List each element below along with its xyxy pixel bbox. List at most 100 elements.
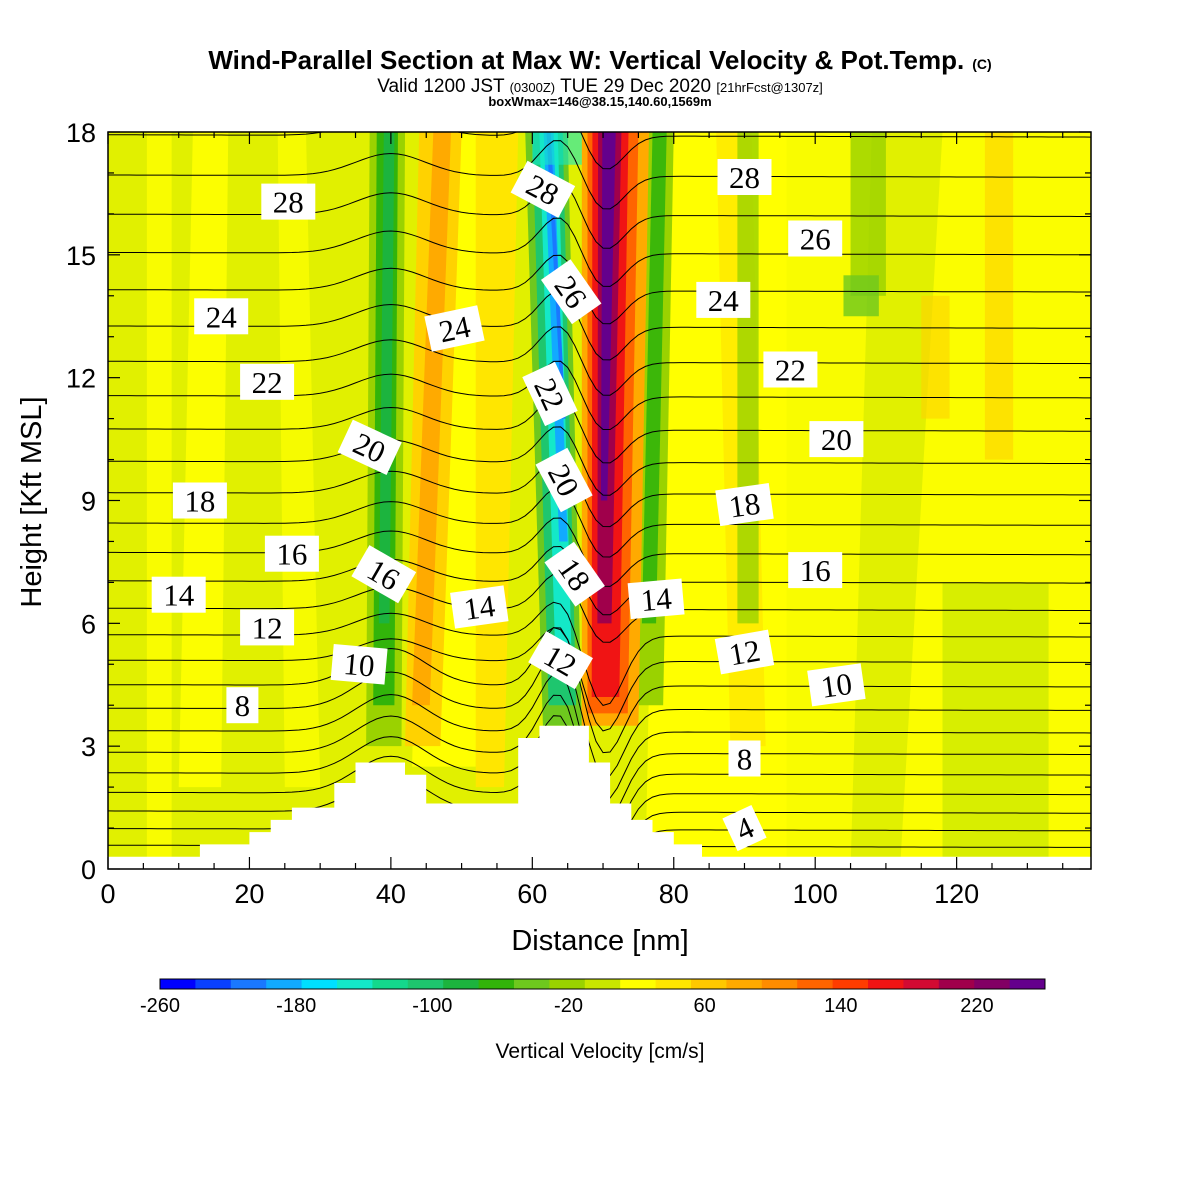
x-axis: 0 20 40 60 80 100 120	[100, 132, 1064, 909]
contour-label-box	[807, 663, 866, 707]
contour-label-box	[728, 740, 761, 777]
contour-label-box	[528, 631, 593, 690]
theta-contour-line	[108, 545, 1091, 616]
contour-label-box	[627, 578, 685, 620]
theta-contour-line	[108, 627, 1091, 732]
velocity-band	[942, 582, 1049, 869]
contour-label-box	[151, 576, 206, 613]
contour-label: 26	[788, 220, 843, 257]
y-axis-label: Height [Kft MSL]	[16, 396, 48, 607]
contour-label-text: 14	[163, 578, 195, 613]
velocity-band	[532, 132, 582, 165]
contour-label-box	[264, 535, 319, 572]
colorbar-swatch	[868, 979, 904, 989]
contour-label-box	[351, 545, 417, 604]
colorbar-swatch	[266, 979, 302, 989]
y-axis: 0 3 6 9 12 15 18	[66, 118, 1091, 885]
contour-label-text: 16	[800, 553, 831, 588]
colorbar-swatch	[620, 979, 656, 989]
contour-label: 16	[264, 535, 319, 572]
contour-label-box	[544, 541, 605, 607]
subtitle-box: boxWmax=146@38.15,140.60,1569m	[488, 94, 711, 109]
contour-label-text: 28	[729, 160, 760, 195]
colorbar-swatch	[761, 979, 798, 989]
contour-label-box	[172, 482, 227, 519]
colorbar-tick-label: -180	[276, 995, 316, 1017]
contour-label: 12	[240, 609, 295, 646]
colorbar-swatch	[974, 979, 1010, 989]
contour-label-text: 12	[726, 633, 763, 673]
contour-label: 14	[450, 585, 509, 629]
x-tick-label: 100	[793, 879, 838, 909]
contour-label: 28	[717, 159, 772, 195]
theta-contour-line	[108, 394, 1091, 464]
contour-label: 24	[424, 305, 485, 352]
contour-label: 4	[722, 805, 767, 852]
colorbar-label: Vertical Velocity [cm/s]	[496, 1040, 705, 1063]
contour-label: 22	[240, 363, 295, 400]
colorbar-swatch	[691, 979, 727, 989]
theta-contour-line	[108, 326, 1091, 396]
contour-label-box	[226, 687, 259, 724]
x-tick-label: 80	[659, 879, 689, 909]
theta-contour-line	[108, 488, 1091, 558]
velocity-band	[146, 132, 172, 869]
theta-contour-line	[108, 627, 1091, 754]
colorbar-swatch	[160, 979, 196, 989]
colorbar-swatch	[230, 979, 267, 989]
y-tick-label: 18	[66, 118, 96, 148]
colorbar-swatch	[195, 979, 232, 989]
velocity-band	[178, 132, 229, 788]
velocity-band	[378, 132, 395, 624]
contour-label-box	[809, 421, 864, 458]
velocity-band	[921, 295, 950, 419]
subtitle-utc: (0300Z)	[510, 80, 556, 95]
contour-label-box	[450, 585, 509, 629]
colorbar-swatch	[372, 979, 409, 989]
contour-label-text: 18	[727, 486, 763, 525]
subtitle-date: TUE 29 Dec 2020	[560, 76, 711, 97]
velocity-band	[543, 132, 568, 542]
contour-label: 10	[330, 644, 388, 685]
contour-label-box	[330, 644, 388, 685]
colorbar-swatch	[478, 979, 515, 989]
contour-label-text: 14	[462, 588, 498, 627]
contour-label-box	[535, 447, 593, 513]
y-tick-label: 9	[81, 487, 96, 517]
colorbar-tick-label: 140	[824, 995, 857, 1017]
theta-contour-line	[108, 140, 1091, 210]
contour-label-text: 28	[273, 185, 304, 220]
colorbar-tick-label: -20	[554, 995, 583, 1017]
colorbar-tick-label: 60	[693, 995, 715, 1017]
colorbar-swatch	[443, 979, 479, 989]
theta-contour-line	[108, 573, 1091, 643]
colorbar-swatch	[514, 979, 550, 989]
contour-label: 18	[172, 482, 227, 519]
colorbar: -260 -180 -100 -20 60 140 220	[140, 978, 1046, 1017]
y-tick-label: 15	[66, 241, 96, 271]
x-tick-label: 0	[100, 879, 115, 909]
contour-label-box	[510, 160, 576, 218]
contour-label-box	[696, 281, 751, 318]
contour-label: 12	[714, 629, 775, 675]
theta-contour-line	[108, 254, 1091, 325]
y-tick-label: 0	[81, 855, 96, 885]
x-tick-label: 20	[234, 879, 264, 909]
y-tick-label: 12	[66, 364, 96, 394]
contour-label-box	[240, 363, 295, 400]
contour-label-text: 26	[800, 222, 831, 257]
x-tick-label: 60	[517, 879, 547, 909]
contour-label: 18	[715, 483, 774, 527]
contour-label-text: 10	[342, 646, 376, 684]
contour-label-box	[788, 220, 843, 257]
colorbar-swatch	[832, 979, 869, 989]
contour-label-text: 18	[184, 484, 215, 519]
contour-label: 20	[809, 421, 864, 458]
colorbar-swatch	[938, 979, 975, 989]
y-tick-label: 6	[81, 609, 96, 639]
contour-label-text: 22	[252, 365, 283, 400]
chart-title-main: Wind-Parallel Section at Max W: Vertical…	[208, 45, 964, 75]
terrain	[108, 725, 1091, 869]
